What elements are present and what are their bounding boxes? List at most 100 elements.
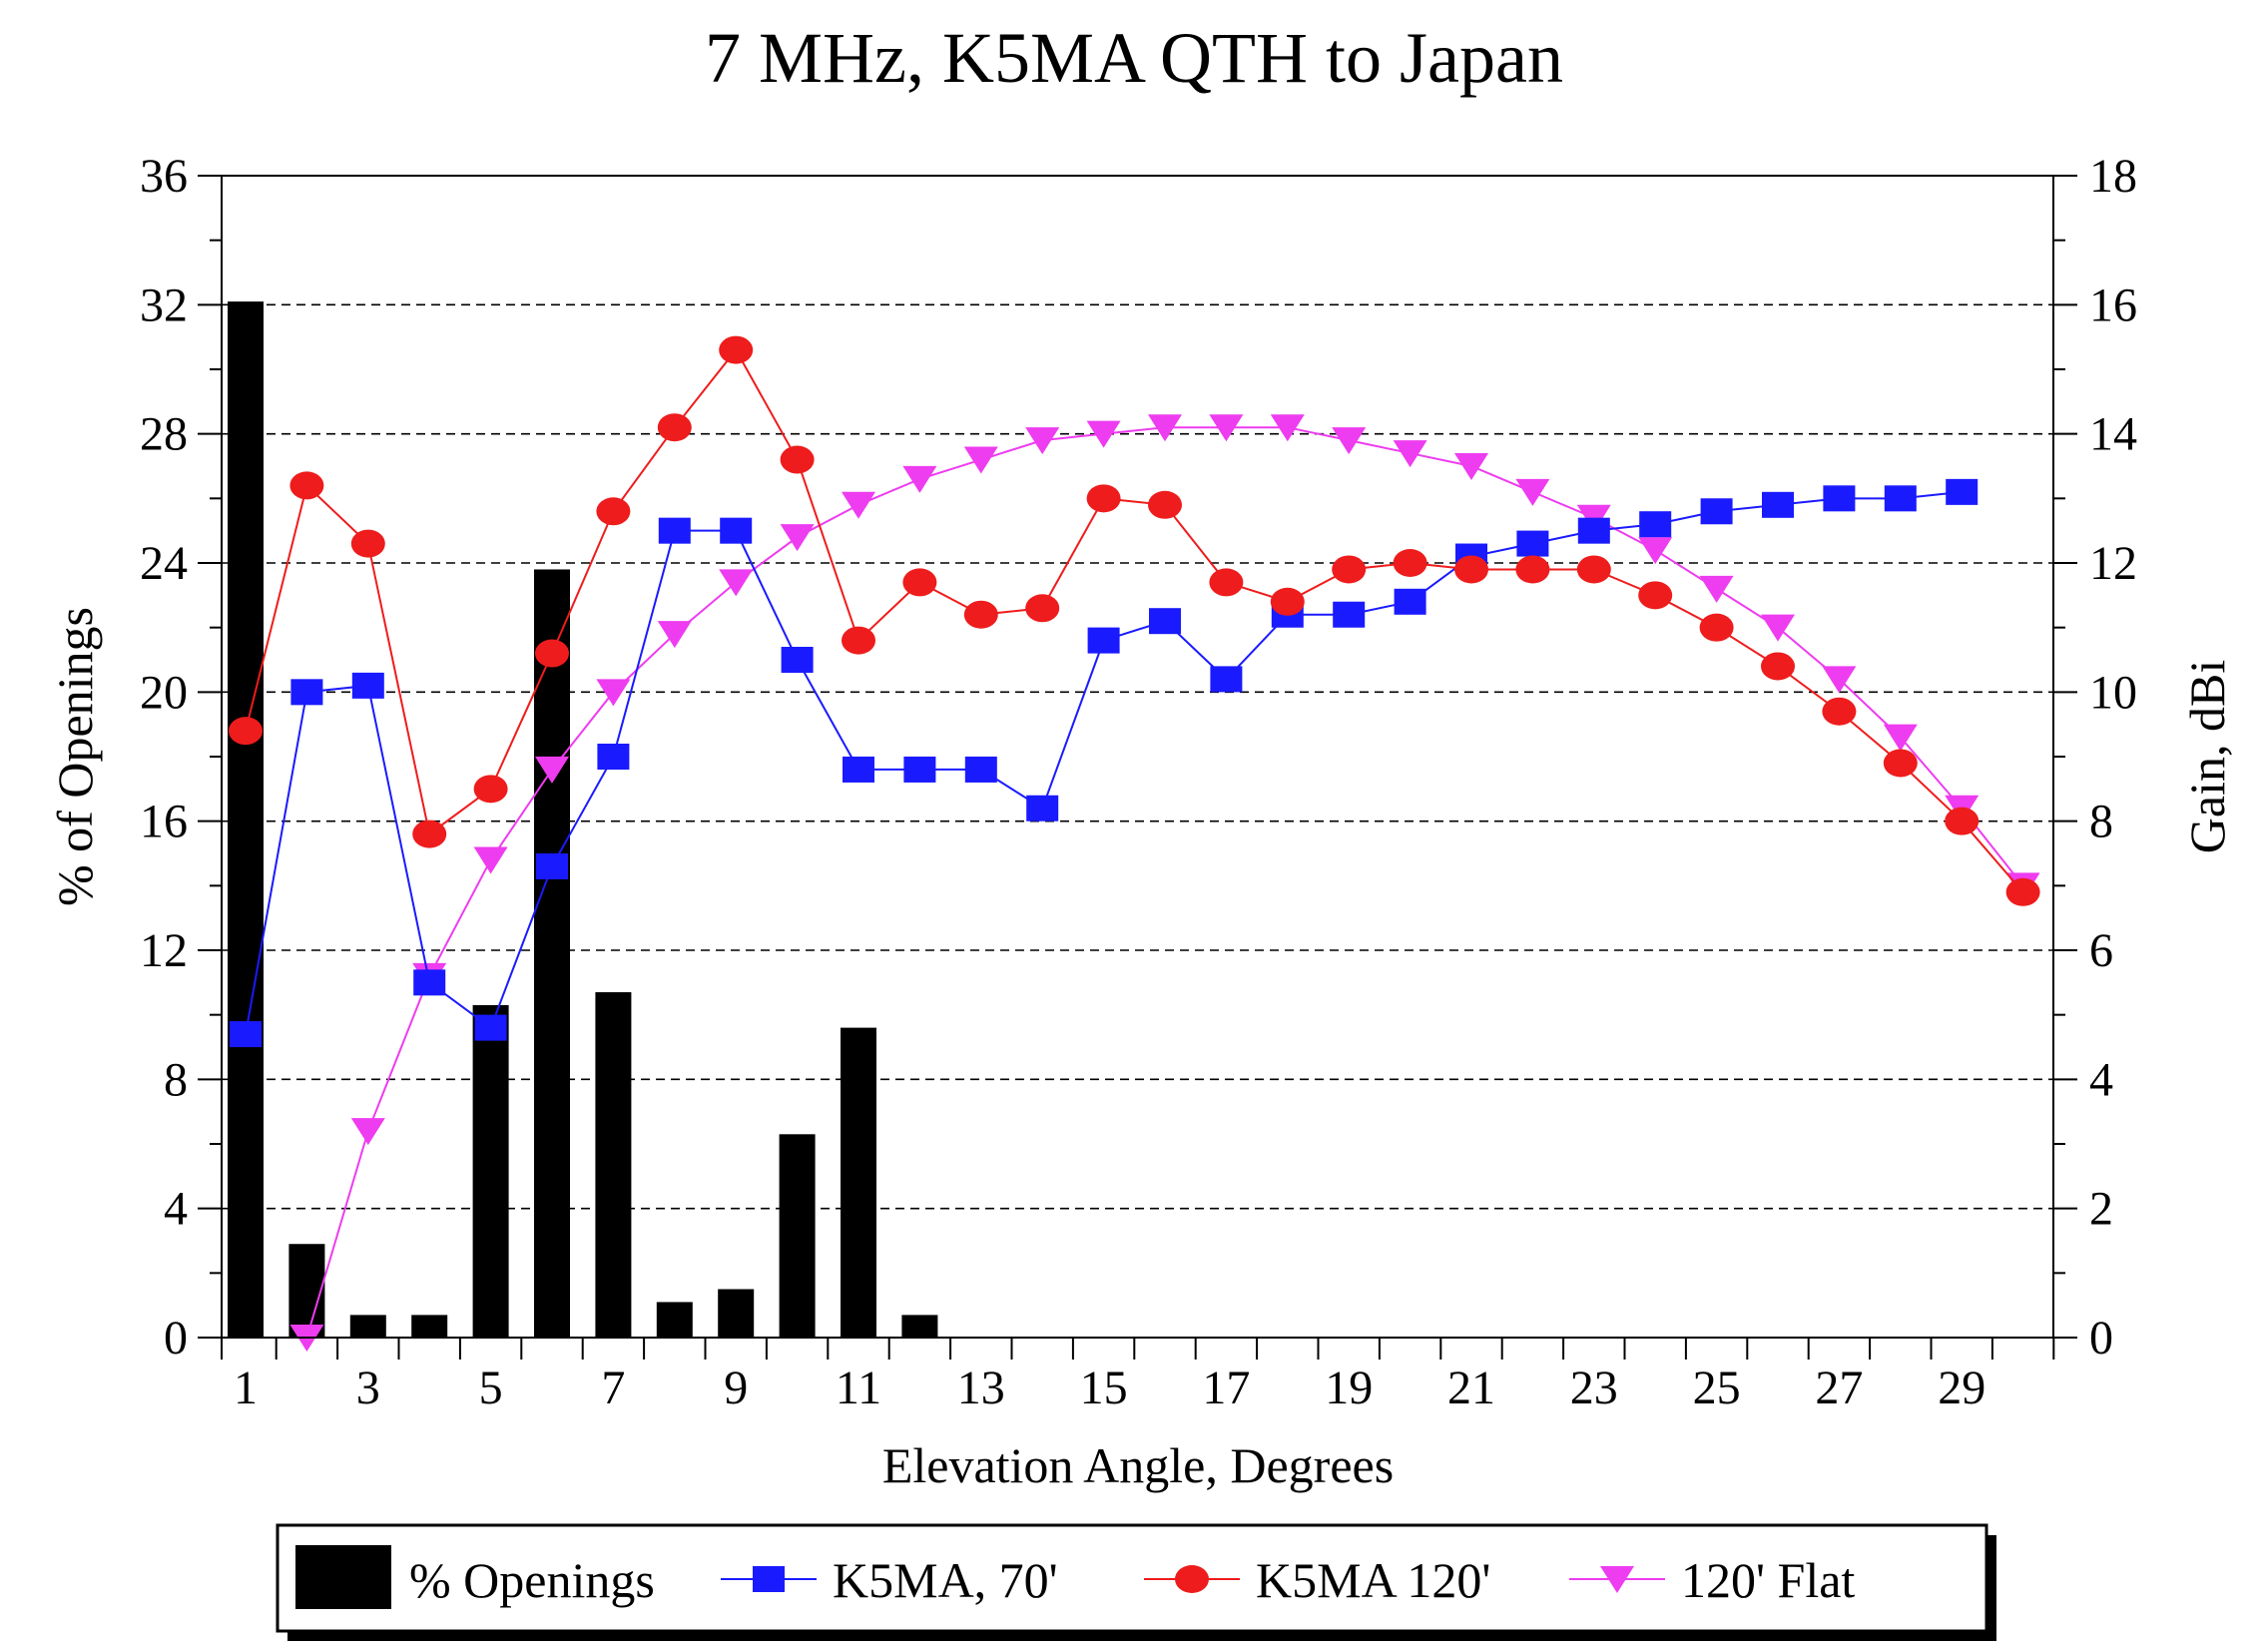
data-point (289, 471, 324, 500)
data-point (903, 756, 936, 783)
data-point (1576, 555, 1611, 584)
bar (595, 992, 632, 1338)
bar (288, 1244, 325, 1338)
data-point (842, 626, 875, 655)
data-point (535, 756, 569, 784)
legend-box (276, 1523, 1988, 1633)
data-point (1577, 517, 1610, 544)
data-point (719, 335, 754, 364)
gridlines (222, 303, 2053, 1210)
data-point (780, 524, 815, 552)
bar (779, 1134, 816, 1338)
bar (656, 1302, 693, 1338)
legend-label: K5MA 120' (1256, 1552, 1490, 1608)
legend-label: % Openings (409, 1552, 655, 1608)
bar (841, 1027, 876, 1338)
bar (228, 301, 264, 1339)
left-tick-label: 28 (140, 408, 188, 461)
data-point (1086, 484, 1121, 513)
bar (534, 569, 570, 1338)
data-point (2005, 877, 2040, 906)
data-point (1270, 414, 1305, 442)
data-point (1516, 530, 1549, 557)
x-tick-label: 25 (1693, 1362, 1741, 1414)
x-tick-label: 29 (1938, 1362, 1985, 1414)
data-point (1699, 613, 1734, 642)
data-point (596, 679, 631, 707)
left-tick-label: 16 (140, 796, 188, 848)
bar (901, 1315, 938, 1338)
data-point (596, 497, 631, 526)
x-tick-label: 7 (601, 1362, 625, 1414)
data-point (720, 517, 753, 544)
data-point (1454, 453, 1488, 480)
chart-title: 7 MHz, K5MA QTH to Japan (705, 18, 1563, 98)
legend-label: 120' Flat (1681, 1552, 1855, 1608)
data-point (1149, 608, 1181, 635)
data-point (1454, 555, 1488, 584)
x-tick-label: 3 (356, 1362, 380, 1414)
x-tick-label: 21 (1447, 1362, 1495, 1414)
data-point (1761, 652, 1795, 681)
right-tick-label: 8 (2089, 796, 2113, 848)
data-point (1822, 697, 1857, 726)
x-tick-label: 27 (1815, 1362, 1863, 1414)
left-tick-label: 32 (140, 278, 188, 331)
data-point (290, 679, 323, 706)
data-point (1332, 427, 1367, 455)
data-point (1946, 478, 1979, 505)
data-point (1639, 511, 1672, 538)
data-point (1026, 795, 1059, 822)
data-point (902, 568, 937, 597)
x-tick-label: 9 (724, 1362, 748, 1414)
data-point (413, 969, 446, 996)
right-tick-label: 6 (2089, 924, 2113, 977)
data-point (1515, 555, 1550, 584)
x-tick-label: 15 (1080, 1362, 1128, 1414)
data-point (1209, 414, 1244, 442)
data-point (1087, 627, 1120, 654)
data-point (1515, 478, 1550, 506)
data-point (535, 639, 569, 668)
left-tick-label: 12 (140, 924, 188, 977)
left-tick-label: 36 (140, 150, 188, 203)
x-axis: 1 3 5 7 9 11 13 15 17 19 21 23 25 27 29 (221, 1338, 2055, 1414)
right-tick-label: 10 (2089, 666, 2137, 719)
data-point (1823, 485, 1856, 512)
legend-swatch (295, 1545, 391, 1609)
bar (349, 1315, 386, 1338)
data-point (1822, 666, 1857, 694)
data-point (1700, 498, 1733, 525)
x-tick-label: 23 (1570, 1362, 1618, 1414)
data-point (536, 852, 568, 879)
data-point (229, 717, 263, 746)
left-tick-label: 4 (164, 1183, 188, 1236)
right-y-axis: 0 2 4 6 8 10 12 14 16 18 (2053, 150, 2137, 1365)
data-point (1699, 575, 1734, 603)
left-tick-label: 24 (140, 537, 188, 590)
data-point (473, 846, 508, 874)
data-point (781, 647, 814, 673)
data-point (1883, 749, 1918, 778)
data-point (1148, 490, 1182, 519)
legend-items: % Openings K5MA, 70' K5MA 120' 120' Flat (295, 1545, 1855, 1609)
data-point (719, 569, 754, 597)
left-tick-label: 0 (164, 1312, 188, 1365)
legend: % Openings K5MA, 70' K5MA 120' 120' Flat (276, 1523, 1996, 1641)
data-point (842, 491, 875, 519)
right-tick-label: 4 (2089, 1053, 2113, 1106)
right-tick-label: 18 (2089, 150, 2137, 203)
y-axis-label: % of Openings (47, 607, 103, 906)
data-point (657, 413, 692, 442)
data-point (1394, 588, 1426, 615)
data-point (1883, 724, 1918, 752)
data-point (473, 775, 508, 804)
data-point (1762, 491, 1794, 518)
line-series-group (229, 335, 2040, 1352)
x-tick-label: 17 (1202, 1362, 1250, 1414)
data-point (597, 744, 630, 770)
data-point (658, 517, 691, 544)
data-point (1025, 427, 1060, 455)
